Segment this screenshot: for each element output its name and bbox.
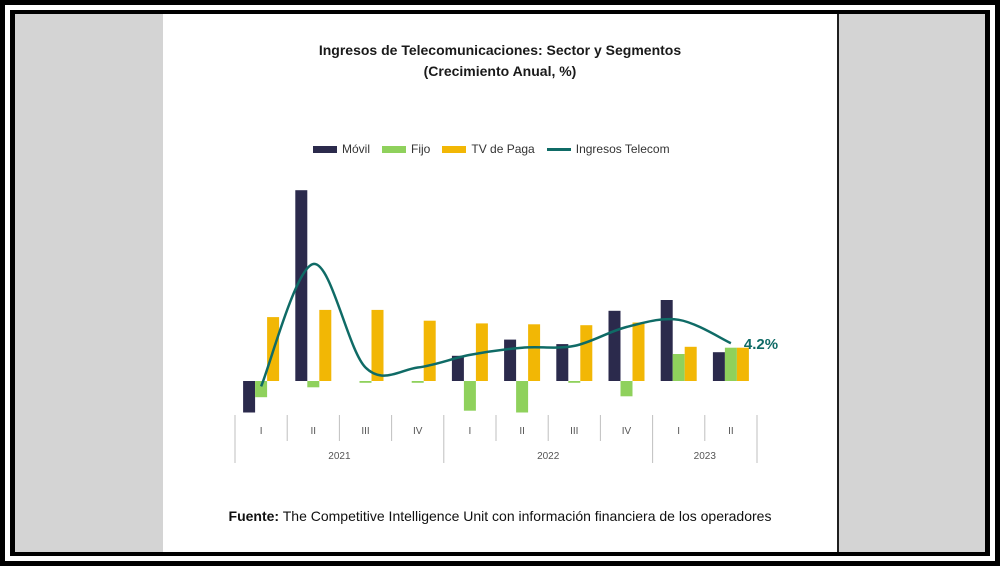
- bar-tv-3: [423, 320, 436, 381]
- bar-movil-1: [295, 190, 308, 381]
- x-tick-label-0: I: [260, 426, 263, 437]
- source-note: Fuente: The Competitive Intelligence Uni…: [163, 508, 837, 524]
- legend-item-tv: TV de Paga: [442, 142, 535, 156]
- bar-fijo-4: [463, 381, 476, 411]
- x-tick-label-2: III: [361, 426, 369, 437]
- x-tick-label-6: III: [570, 426, 578, 437]
- source-label: Fuente:: [228, 508, 280, 524]
- bar-fijo-0: [255, 381, 268, 398]
- chart-title: Ingresos de Telecomunicaciones: Sector y…: [318, 42, 682, 58]
- legend-swatch-tv: [442, 145, 467, 153]
- x-tick-label-7: IV: [622, 426, 632, 437]
- bar-fijo-7: [620, 381, 633, 397]
- bar-movil-8: [660, 300, 673, 381]
- chart-panel: [163, 14, 837, 552]
- chart-title-block: Ingresos de Telecomunicaciones: Sector y…: [163, 40, 837, 82]
- x-year-label-2022: 2022: [537, 451, 560, 462]
- bar-movil-6: [556, 344, 569, 381]
- legend-label-tv: TV de Paga: [471, 142, 535, 156]
- legend-item-telecom: Ingresos Telecom: [546, 142, 670, 156]
- legend-swatch-movil: [313, 145, 337, 153]
- legend: Móvil Fijo TV de Paga Ingresos Telecom: [313, 141, 682, 157]
- bar-movil-5: [504, 339, 517, 381]
- legend-label-telecom: Ingresos Telecom: [575, 142, 670, 156]
- legend-line-telecom: [546, 147, 571, 151]
- x-tick-label-5: II: [519, 426, 525, 437]
- bar-tv-2: [371, 309, 384, 381]
- bar-fijo-8: [672, 354, 685, 381]
- bar-movil-0: [243, 381, 256, 413]
- bar-movil-9: [712, 352, 725, 381]
- legend-item-fijo: Fijo: [382, 142, 430, 156]
- x-tick-label-4: I: [469, 426, 472, 437]
- panel-divider: [837, 14, 839, 552]
- annotation-last-value: 4.2%: [744, 336, 778, 353]
- chart-subtitle: (Crecimiento Anual, %): [423, 63, 577, 79]
- bar-tv-9: [736, 347, 749, 381]
- bar-tv-5: [528, 324, 541, 381]
- legend-label-movil: Móvil: [342, 142, 371, 156]
- x-year-label-2023: 2023: [694, 451, 717, 462]
- bar-tv-7: [632, 322, 645, 381]
- bar-fijo-2: [359, 381, 372, 383]
- bar-fijo-5: [516, 381, 529, 413]
- bar-fijo-1: [307, 381, 320, 388]
- source-text: The Competitive Intelligence Unit con in…: [282, 508, 772, 524]
- x-tick-label-3: IV: [413, 426, 423, 437]
- x-tick-label-9: II: [728, 426, 734, 437]
- bar-tv-8: [684, 346, 697, 381]
- bar-fijo-9: [724, 347, 737, 381]
- x-year-label-2021: 2021: [328, 451, 351, 462]
- x-tick-label-8: I: [677, 426, 680, 437]
- bar-fijo-6: [568, 381, 581, 383]
- bar-tv-6: [580, 325, 593, 381]
- bar-tv-1: [319, 309, 332, 381]
- legend-swatch-fijo: [382, 145, 407, 153]
- line-ingresos-telecom: [259, 262, 732, 387]
- bar-fijo-3: [411, 381, 424, 383]
- bar-movil-4: [451, 355, 464, 381]
- bar-movil-7: [608, 310, 621, 381]
- legend-label-fijo: Fijo: [411, 142, 431, 156]
- x-tick-label-1: II: [311, 426, 317, 437]
- legend-item-movil: Móvil: [313, 142, 370, 156]
